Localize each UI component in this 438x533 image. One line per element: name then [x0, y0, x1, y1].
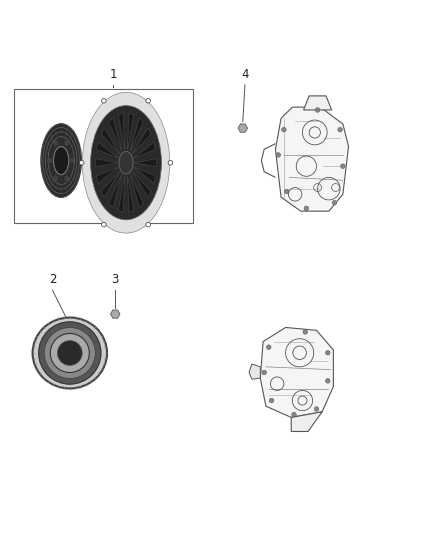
Circle shape — [276, 152, 280, 157]
Ellipse shape — [49, 158, 52, 163]
Circle shape — [332, 200, 337, 205]
Ellipse shape — [54, 141, 57, 146]
Polygon shape — [130, 174, 143, 207]
Polygon shape — [101, 128, 120, 154]
Polygon shape — [127, 176, 134, 212]
Circle shape — [168, 160, 173, 165]
Circle shape — [325, 378, 330, 383]
Circle shape — [338, 127, 343, 132]
Circle shape — [315, 108, 320, 112]
Circle shape — [341, 164, 345, 168]
Circle shape — [284, 189, 289, 193]
Ellipse shape — [44, 327, 95, 378]
Bar — [14, 89, 193, 223]
Text: 3: 3 — [112, 273, 119, 286]
Ellipse shape — [39, 322, 101, 384]
Circle shape — [102, 222, 106, 227]
Polygon shape — [110, 310, 120, 318]
Ellipse shape — [91, 106, 162, 220]
Circle shape — [266, 345, 271, 350]
Ellipse shape — [65, 176, 68, 180]
Circle shape — [262, 370, 266, 375]
Ellipse shape — [54, 176, 57, 180]
Circle shape — [292, 413, 296, 417]
Polygon shape — [132, 171, 151, 197]
Circle shape — [314, 407, 319, 411]
Ellipse shape — [32, 318, 107, 389]
Polygon shape — [132, 128, 151, 154]
Ellipse shape — [82, 92, 170, 233]
Polygon shape — [101, 171, 120, 197]
Circle shape — [146, 99, 151, 103]
Polygon shape — [118, 176, 124, 212]
Circle shape — [325, 351, 330, 355]
Ellipse shape — [50, 334, 89, 373]
Polygon shape — [291, 412, 322, 432]
Polygon shape — [134, 142, 155, 158]
Polygon shape — [238, 124, 247, 132]
Polygon shape — [95, 159, 118, 167]
Polygon shape — [260, 327, 333, 417]
Polygon shape — [127, 114, 134, 150]
Text: 2: 2 — [49, 273, 56, 286]
Ellipse shape — [102, 125, 150, 201]
Polygon shape — [134, 167, 155, 183]
Polygon shape — [109, 118, 122, 151]
Text: 1: 1 — [110, 68, 117, 80]
Polygon shape — [304, 96, 332, 110]
Ellipse shape — [41, 124, 81, 197]
Circle shape — [303, 330, 307, 334]
Ellipse shape — [71, 158, 74, 163]
Polygon shape — [134, 159, 157, 167]
Circle shape — [79, 160, 84, 165]
Polygon shape — [130, 118, 143, 151]
Circle shape — [269, 398, 274, 403]
Polygon shape — [109, 174, 122, 207]
Circle shape — [146, 222, 151, 227]
Circle shape — [282, 127, 286, 132]
Circle shape — [102, 99, 106, 103]
Ellipse shape — [57, 341, 82, 366]
Ellipse shape — [53, 147, 69, 174]
Text: 4: 4 — [241, 68, 249, 80]
Polygon shape — [118, 114, 124, 150]
Polygon shape — [96, 142, 118, 158]
Ellipse shape — [119, 151, 133, 174]
Polygon shape — [249, 364, 260, 379]
Polygon shape — [96, 167, 118, 183]
Circle shape — [304, 206, 309, 211]
Polygon shape — [276, 107, 349, 211]
Ellipse shape — [65, 141, 68, 146]
